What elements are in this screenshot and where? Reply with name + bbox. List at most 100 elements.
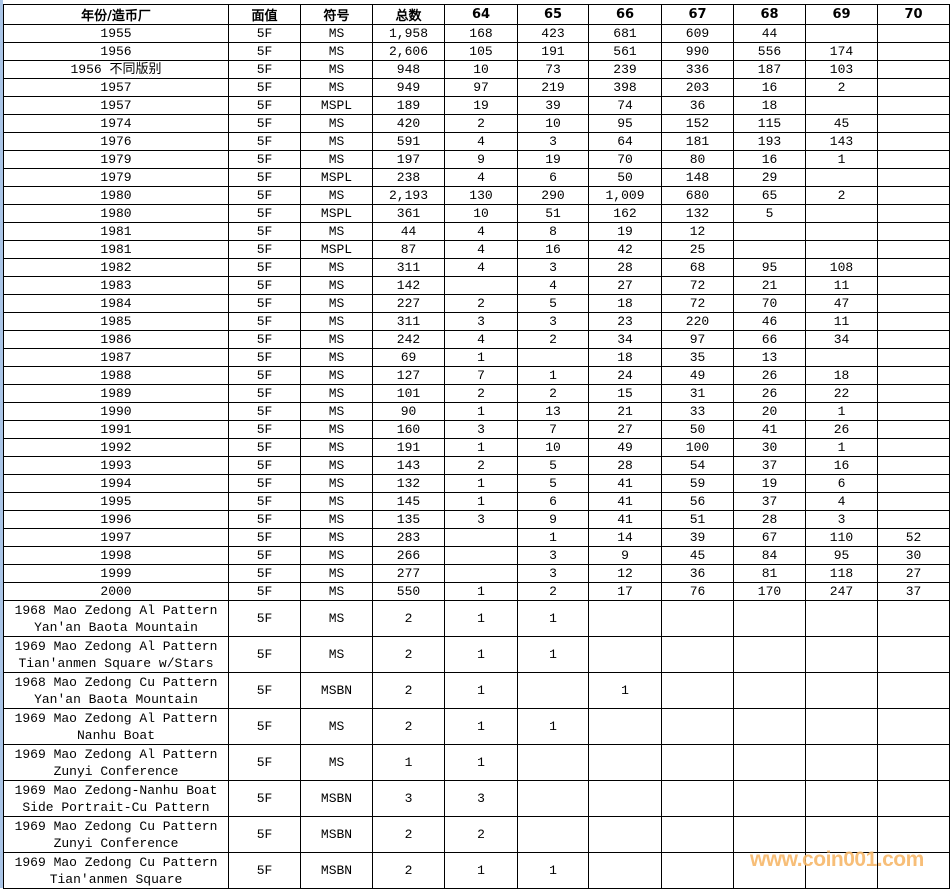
cell-grade-68[interactable]: 193 <box>733 132 806 151</box>
cell-grade-68[interactable]: 18 <box>733 96 806 115</box>
cell-grade-65[interactable] <box>517 744 589 781</box>
cell-denomination[interactable]: 5F <box>228 384 301 403</box>
cell-grade-64[interactable] <box>444 546 518 565</box>
cell-grade-65[interactable]: 10 <box>517 438 589 457</box>
cell-grade-67[interactable] <box>661 672 734 709</box>
cell-grade-67[interactable]: 25 <box>661 240 734 259</box>
cell-grade-65[interactable]: 5 <box>517 456 589 475</box>
cell-denomination[interactable]: 5F <box>228 186 301 205</box>
cell-grade-67[interactable]: 39 <box>661 528 734 547</box>
cell-denomination[interactable]: 5F <box>228 582 301 601</box>
cell-grade-68[interactable] <box>733 222 806 241</box>
cell-grade-69[interactable]: 118 <box>805 564 878 583</box>
cell-grade-symbol[interactable]: MSBN <box>300 780 373 817</box>
cell-denomination[interactable]: 5F <box>228 204 301 223</box>
cell-grade-70[interactable] <box>877 816 950 853</box>
cell-grade-symbol[interactable]: MSPL <box>300 96 373 115</box>
cell-grade-symbol[interactable]: MS <box>300 456 373 475</box>
cell-grade-69[interactable] <box>805 600 878 637</box>
cell-year-mint[interactable]: 1980 <box>3 186 229 205</box>
cell-grade-70[interactable] <box>877 60 950 79</box>
cell-grade-67[interactable] <box>661 780 734 817</box>
cell-grade-65[interactable]: 5 <box>517 294 589 313</box>
cell-year-mint[interactable]: 1969 Mao Zedong Al Pattern Zunyi Confere… <box>3 744 229 781</box>
cell-grade-64[interactable] <box>444 528 518 547</box>
cell-grade-69[interactable]: 18 <box>805 366 878 385</box>
cell-grade-70[interactable] <box>877 420 950 439</box>
cell-total[interactable]: 2 <box>372 672 445 709</box>
cell-year-mint[interactable]: 1994 <box>3 474 229 493</box>
cell-grade-64[interactable]: 4 <box>444 222 518 241</box>
cell-grade-69[interactable]: 174 <box>805 42 878 61</box>
cell-grade-67[interactable]: 31 <box>661 384 734 403</box>
cell-grade-65[interactable]: 39 <box>517 96 589 115</box>
cell-grade-69[interactable]: 110 <box>805 528 878 547</box>
cell-year-mint[interactable]: 1957 <box>3 96 229 115</box>
cell-grade-symbol[interactable]: MS <box>300 186 373 205</box>
cell-grade-symbol[interactable]: MS <box>300 636 373 673</box>
cell-grade-67[interactable]: 609 <box>661 24 734 43</box>
cell-grade-67[interactable]: 36 <box>661 564 734 583</box>
cell-grade-70[interactable] <box>877 330 950 349</box>
cell-grade-64[interactable]: 1 <box>444 348 518 367</box>
cell-grade-66[interactable]: 14 <box>588 528 662 547</box>
cell-grade-68[interactable]: 556 <box>733 42 806 61</box>
cell-denomination[interactable]: 5F <box>228 150 301 169</box>
cell-grade-65[interactable] <box>517 672 589 709</box>
cell-grade-66[interactable]: 74 <box>588 96 662 115</box>
cell-grade-66[interactable]: 41 <box>588 510 662 529</box>
cell-grade-69[interactable] <box>805 744 878 781</box>
cell-grade-70[interactable] <box>877 222 950 241</box>
cell-grade-70[interactable] <box>877 708 950 745</box>
cell-denomination[interactable]: 5F <box>228 708 301 745</box>
cell-total[interactable]: 1,958 <box>372 24 445 43</box>
cell-grade-64[interactable]: 1 <box>444 492 518 511</box>
cell-grade-symbol[interactable]: MS <box>300 600 373 637</box>
cell-grade-65[interactable]: 6 <box>517 492 589 511</box>
cell-year-mint[interactable]: 1995 <box>3 492 229 511</box>
cell-grade-66[interactable]: 17 <box>588 582 662 601</box>
cell-grade-64[interactable]: 2 <box>444 456 518 475</box>
cell-grade-69[interactable]: 247 <box>805 582 878 601</box>
cell-grade-66[interactable] <box>588 744 662 781</box>
cell-grade-66[interactable]: 27 <box>588 276 662 295</box>
cell-denomination[interactable]: 5F <box>228 546 301 565</box>
cell-grade-67[interactable] <box>661 744 734 781</box>
cell-grade-70[interactable] <box>877 366 950 385</box>
cell-grade-65[interactable]: 1 <box>517 528 589 547</box>
cell-grade-70[interactable] <box>877 114 950 133</box>
cell-grade-64[interactable]: 4 <box>444 168 518 187</box>
column-header-grade-70[interactable]: 70 <box>877 4 950 25</box>
cell-grade-69[interactable]: 3 <box>805 510 878 529</box>
cell-grade-66[interactable]: 21 <box>588 402 662 421</box>
cell-grade-69[interactable]: 1 <box>805 150 878 169</box>
cell-grade-70[interactable] <box>877 312 950 331</box>
cell-year-mint[interactable]: 1956 不同版别 <box>3 60 229 79</box>
cell-grade-69[interactable] <box>805 222 878 241</box>
cell-grade-69[interactable]: 26 <box>805 420 878 439</box>
cell-grade-symbol[interactable]: MS <box>300 384 373 403</box>
cell-grade-symbol[interactable]: MS <box>300 438 373 457</box>
cell-year-mint[interactable]: 1979 <box>3 168 229 187</box>
cell-grade-65[interactable]: 3 <box>517 564 589 583</box>
cell-total[interactable]: 2 <box>372 600 445 637</box>
cell-denomination[interactable]: 5F <box>228 276 301 295</box>
cell-grade-symbol[interactable]: MS <box>300 276 373 295</box>
cell-grade-64[interactable]: 2 <box>444 114 518 133</box>
cell-total[interactable]: 266 <box>372 546 445 565</box>
cell-grade-68[interactable]: 13 <box>733 348 806 367</box>
cell-grade-70[interactable] <box>877 258 950 277</box>
cell-year-mint[interactable]: 1984 <box>3 294 229 313</box>
cell-grade-64[interactable]: 1 <box>444 600 518 637</box>
cell-grade-65[interactable]: 2 <box>517 384 589 403</box>
cell-grade-symbol[interactable]: MS <box>300 132 373 151</box>
cell-grade-66[interactable]: 50 <box>588 168 662 187</box>
cell-denomination[interactable]: 5F <box>228 600 301 637</box>
column-header-grade-66[interactable]: 66 <box>588 4 662 25</box>
cell-grade-65[interactable]: 2 <box>517 330 589 349</box>
cell-grade-67[interactable]: 72 <box>661 276 734 295</box>
cell-grade-67[interactable]: 54 <box>661 456 734 475</box>
cell-grade-70[interactable] <box>877 510 950 529</box>
cell-total[interactable]: 3 <box>372 780 445 817</box>
cell-total[interactable]: 135 <box>372 510 445 529</box>
